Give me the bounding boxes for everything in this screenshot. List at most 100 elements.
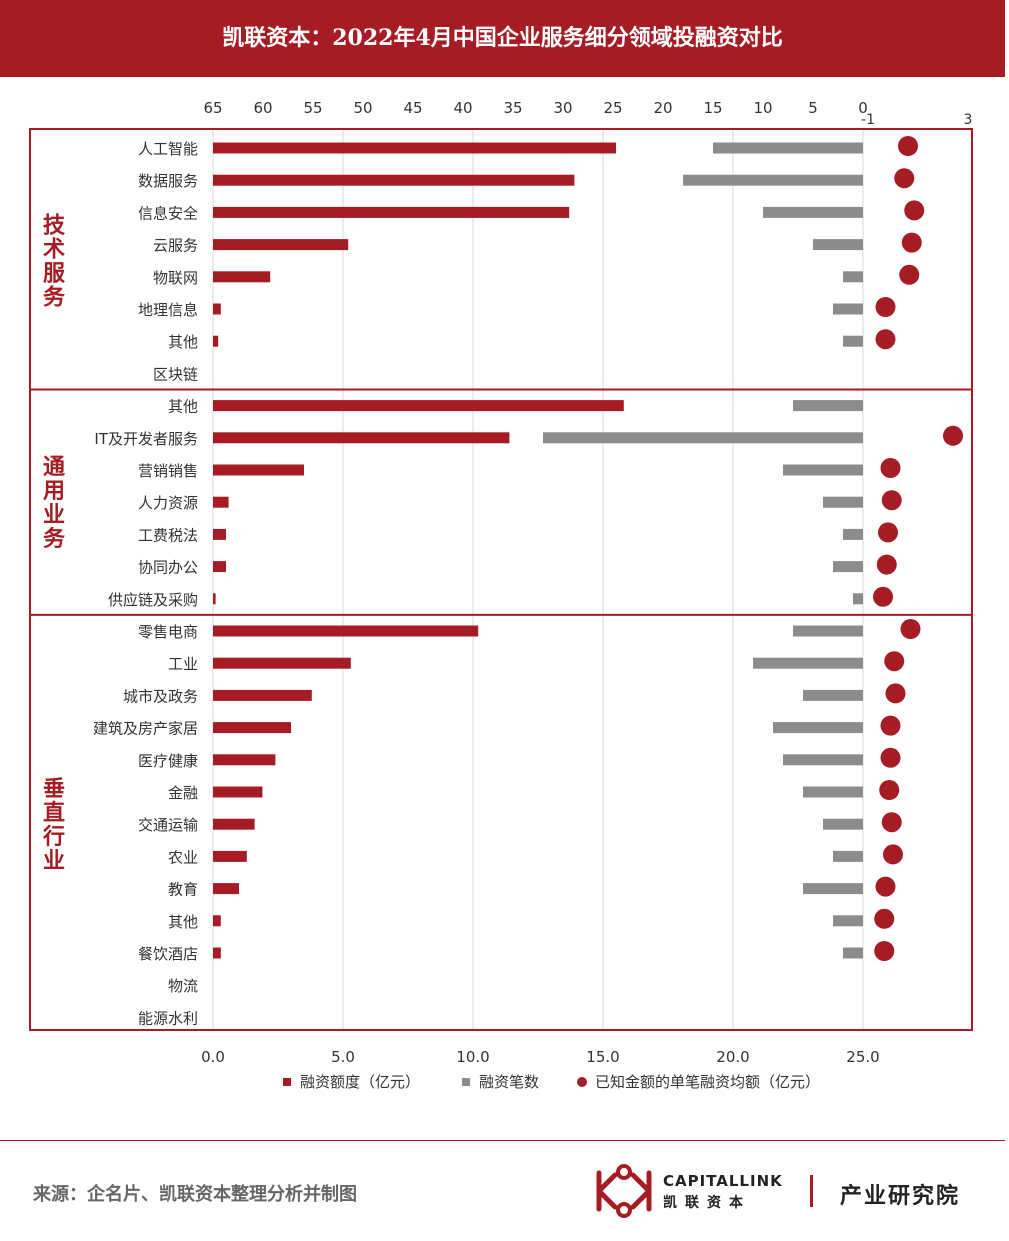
avg-dot bbox=[878, 522, 898, 543]
count-bar bbox=[783, 754, 863, 766]
amount-bar bbox=[213, 335, 219, 347]
legend-label: 融资额度（亿元） bbox=[300, 1073, 420, 1091]
amount-axis-tick: 25.0 bbox=[846, 1048, 879, 1066]
category-label: 零售电商 bbox=[138, 623, 198, 641]
avg-dot bbox=[898, 136, 918, 156]
count-bar bbox=[843, 947, 863, 959]
group-label: 垂直行业 bbox=[42, 777, 65, 874]
category-label: 地理信息 bbox=[138, 301, 198, 319]
category-label: 其他 bbox=[168, 333, 198, 351]
category-label: 人工智能 bbox=[138, 140, 198, 158]
capitallink-logo-icon bbox=[596, 1164, 652, 1218]
amount-bar bbox=[213, 432, 510, 444]
category-label: 餐饮酒店 bbox=[138, 945, 198, 963]
amount-axis-tick: 5.0 bbox=[331, 1048, 355, 1066]
amount-axis-tick: 0.0 bbox=[201, 1048, 225, 1066]
count-bar bbox=[843, 528, 863, 540]
count-axis-tick: 0 bbox=[858, 99, 868, 117]
logo-english: CAPITALLINK bbox=[663, 1172, 783, 1190]
avg-dot bbox=[880, 715, 901, 736]
count-bar bbox=[773, 722, 863, 734]
category-label: 云服务 bbox=[153, 237, 198, 255]
category-label: 协同办公 bbox=[138, 559, 198, 577]
count-bar bbox=[753, 657, 863, 669]
count-bar bbox=[783, 464, 863, 476]
legend-label: 已知金额的单笔融资均额（亿元） bbox=[595, 1073, 820, 1091]
amount-bar bbox=[213, 561, 226, 573]
category-label: 城市及政务 bbox=[123, 687, 198, 705]
amount-axis-tick: 10.0 bbox=[456, 1048, 489, 1066]
institute-name: 产业研究院 bbox=[840, 1183, 961, 1209]
count-axis-tick: 65 bbox=[203, 99, 222, 117]
count-bar bbox=[763, 206, 863, 218]
amount-bar bbox=[213, 239, 349, 251]
title-bar: 凯联资本：2022年4月中国企业服务细分领域投融资对比 bbox=[0, 0, 1005, 77]
avg-dot bbox=[884, 651, 905, 672]
amount-bar bbox=[213, 400, 624, 412]
amount-axis-tick: 20.0 bbox=[716, 1048, 749, 1066]
amount-bar bbox=[213, 625, 479, 637]
category-label: 其他 bbox=[168, 398, 198, 416]
category-label: 区块链 bbox=[153, 365, 198, 383]
avg-dot bbox=[904, 200, 925, 221]
count-bar bbox=[683, 174, 863, 186]
count-bar bbox=[713, 142, 863, 154]
group-label: 技术服务 bbox=[43, 214, 66, 311]
source-note: 来源：企名片、凯联资本整理分析并制图 bbox=[33, 1184, 357, 1205]
count-axis-tick: 15 bbox=[703, 99, 722, 117]
count-bar bbox=[833, 561, 863, 573]
amount-axis-tick: 15.0 bbox=[586, 1048, 619, 1066]
amount-bar bbox=[213, 142, 616, 154]
count-bar bbox=[843, 335, 863, 347]
avg-dot bbox=[894, 168, 915, 189]
avg-axis-tick: -1 bbox=[861, 112, 875, 128]
amount-bar bbox=[213, 657, 351, 669]
count-axis-tick: 60 bbox=[253, 99, 272, 117]
amount-bar bbox=[213, 496, 229, 508]
count-bar bbox=[843, 271, 863, 283]
count-axis-tick: 30 bbox=[553, 99, 572, 117]
avg-dot bbox=[901, 232, 922, 253]
count-bar bbox=[853, 593, 863, 605]
category-label: 交通运输 bbox=[138, 816, 198, 834]
avg-dot bbox=[875, 329, 896, 350]
category-label: 物联网 bbox=[153, 269, 198, 287]
amount-bar bbox=[213, 947, 221, 959]
group-label: 通用业务 bbox=[43, 455, 66, 552]
count-axis-tick: 45 bbox=[403, 99, 422, 117]
count-axis-tick: 10 bbox=[753, 99, 772, 117]
category-label: 金融 bbox=[168, 784, 198, 802]
category-label: 教育 bbox=[168, 881, 198, 899]
chart-frame bbox=[29, 128, 973, 1031]
count-bar bbox=[543, 432, 863, 444]
amount-bar bbox=[213, 593, 216, 605]
avg-dot bbox=[881, 490, 902, 511]
category-label: 信息安全 bbox=[138, 204, 198, 222]
count-axis-tick: 40 bbox=[453, 99, 472, 117]
avg-axis-tick: 3 bbox=[964, 112, 973, 128]
count-bar bbox=[803, 786, 863, 798]
count-axis-tick: 5 bbox=[808, 99, 818, 117]
amount-bar bbox=[213, 303, 221, 315]
amount-bar bbox=[213, 271, 271, 283]
amount-bar bbox=[213, 464, 304, 476]
count-bar bbox=[793, 400, 863, 412]
avg-dot bbox=[873, 586, 893, 607]
avg-dot bbox=[874, 908, 895, 929]
category-label: 工业 bbox=[168, 655, 198, 673]
legend-marker bbox=[283, 1078, 291, 1086]
count-bar bbox=[833, 850, 863, 862]
count-axis-tick: 35 bbox=[503, 99, 522, 117]
avg-dot bbox=[885, 683, 906, 704]
avg-dot bbox=[875, 297, 896, 317]
legend-marker bbox=[577, 1077, 587, 1087]
amount-bar bbox=[213, 915, 221, 927]
footer-divider bbox=[0, 1140, 1005, 1141]
chart: 65 60 55 50 45 40 35 30 25 20 15 10 5 0-1 30.0 5.0 10.0 1… bbox=[29, 99, 973, 1091]
category-label: 物流 bbox=[168, 977, 198, 995]
category-label: 建筑及房产家居 bbox=[93, 720, 198, 738]
category-label: 供应链及采购 bbox=[108, 591, 198, 609]
legend-label: 融资笔数 bbox=[479, 1073, 539, 1091]
avg-dot bbox=[880, 747, 901, 768]
amount-bar bbox=[213, 786, 263, 798]
